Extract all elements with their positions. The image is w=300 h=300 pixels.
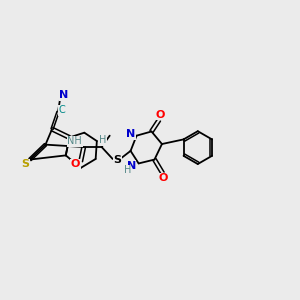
Text: O: O [155,110,164,120]
Text: H: H [124,165,131,175]
Text: C: C [58,105,65,115]
Text: O: O [71,159,80,169]
Text: N: N [127,161,136,171]
Text: S: S [22,159,29,169]
Text: NH: NH [68,136,82,146]
Text: H: H [99,135,106,146]
Text: S: S [113,155,121,166]
Text: N: N [126,129,135,139]
Text: N: N [59,90,69,100]
Text: O: O [159,173,168,183]
